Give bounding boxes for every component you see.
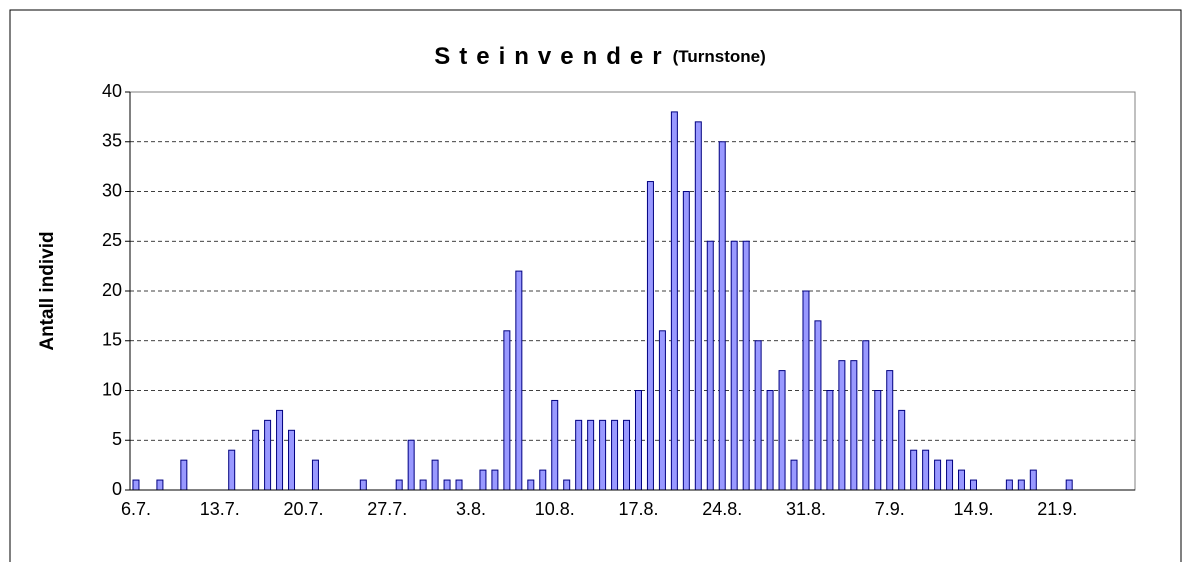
bar [252, 429, 260, 491]
bar [563, 479, 571, 491]
bar [706, 240, 714, 491]
bar [551, 399, 559, 491]
bar [922, 449, 930, 491]
bar [814, 320, 822, 491]
bar [491, 469, 499, 491]
bar [766, 390, 774, 491]
bar [694, 121, 702, 491]
bar [658, 330, 666, 491]
y-tick-label: 20 [102, 280, 122, 300]
bar [1029, 469, 1037, 491]
bar [730, 240, 738, 491]
y-tick-label: 10 [102, 379, 122, 399]
bar [395, 479, 403, 491]
bar [419, 479, 427, 491]
bar [587, 419, 595, 491]
x-tick-label: 31.8. [786, 499, 826, 519]
bar [311, 459, 319, 491]
y-tick-label: 5 [112, 429, 122, 449]
bar [288, 429, 296, 491]
bar [359, 479, 367, 491]
bar [1065, 479, 1073, 491]
bar [264, 419, 272, 491]
bar [180, 459, 188, 491]
x-tick-label: 20.7. [283, 499, 323, 519]
bar [718, 141, 726, 491]
bar [862, 340, 870, 491]
bar [503, 330, 511, 491]
bar [455, 479, 463, 491]
bar [778, 370, 786, 491]
bar [431, 459, 439, 491]
bar [826, 390, 834, 491]
bar [969, 479, 977, 491]
bar [623, 419, 631, 491]
bar [634, 390, 642, 491]
y-tick-label: 35 [102, 131, 122, 151]
bar [742, 240, 750, 491]
bar [407, 439, 415, 491]
bar [276, 409, 284, 491]
bar [646, 181, 654, 491]
x-tick-label: 21.9. [1037, 499, 1077, 519]
x-tick-label: 13.7. [200, 499, 240, 519]
y-tick-label: 30 [102, 180, 122, 200]
bar [443, 479, 451, 491]
bar [802, 290, 810, 491]
bar [682, 191, 690, 491]
x-tick-label: 6.7. [121, 499, 151, 519]
bar [670, 111, 678, 491]
title: Steinvender [434, 43, 670, 70]
bar [838, 360, 846, 491]
x-tick-label: 14.9. [953, 499, 993, 519]
bar [1005, 479, 1013, 491]
bar [132, 479, 140, 491]
bar [754, 340, 762, 491]
x-tick-label: 24.8. [702, 499, 742, 519]
bar [156, 479, 164, 491]
chart-title: Steinvender (Turnstone) [434, 43, 766, 70]
bar [515, 270, 523, 491]
bar [599, 419, 607, 491]
bar [910, 449, 918, 491]
bar [575, 419, 583, 491]
bar [934, 459, 942, 491]
x-tick-label: 27.7. [367, 499, 407, 519]
bar [946, 459, 954, 491]
bar [527, 479, 535, 491]
bar [898, 409, 906, 491]
x-tick-label: 10.8. [535, 499, 575, 519]
bar [479, 469, 487, 491]
y-tick-label: 15 [102, 330, 122, 350]
y-axis-label: Antall individ [37, 231, 58, 350]
bar [886, 370, 894, 491]
bar [874, 390, 882, 491]
x-tick-label: 17.8. [618, 499, 658, 519]
plot-area [129, 91, 1136, 491]
y-tick-label: 40 [102, 81, 122, 101]
bar [958, 469, 966, 491]
bar [1017, 479, 1025, 491]
bar [228, 449, 236, 491]
subtitle: (Turnstone) [673, 47, 766, 66]
bar [539, 469, 547, 491]
y-tick-label: 0 [112, 479, 122, 499]
x-tick-label: 7.9. [875, 499, 905, 519]
y-tick-label: 25 [102, 230, 122, 250]
bar [790, 459, 798, 491]
bar [611, 419, 619, 491]
x-tick-label: 3.8. [456, 499, 486, 519]
bar [850, 360, 858, 491]
